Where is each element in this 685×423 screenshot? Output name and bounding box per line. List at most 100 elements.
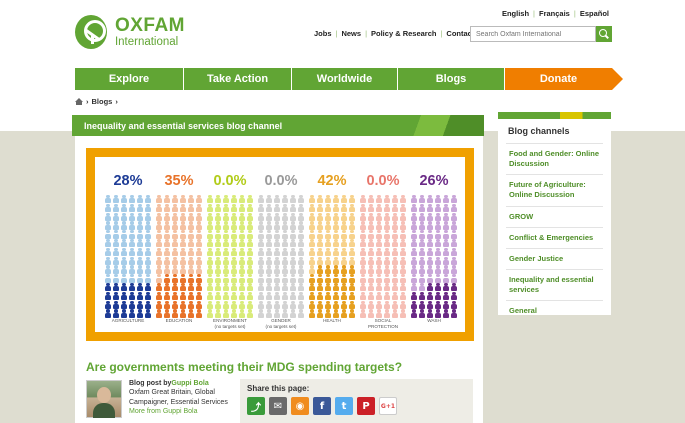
- person-icon: [324, 309, 332, 318]
- person-icon: [163, 203, 171, 213]
- person-icon: [324, 221, 332, 230]
- person-icon: [104, 291, 112, 301]
- sidebar-item[interactable]: General: [506, 300, 603, 321]
- pinterest-icon[interactable]: P: [357, 397, 375, 415]
- person-icon: [246, 291, 254, 301]
- link-news[interactable]: News: [341, 29, 362, 38]
- sidebar-item[interactable]: Inequality and essential services: [506, 268, 603, 300]
- person-icon: [179, 291, 187, 301]
- person-icon: [340, 247, 348, 257]
- person-icon: [246, 309, 254, 318]
- person-icon: [257, 230, 265, 239]
- email-icon[interactable]: ✉: [269, 397, 287, 415]
- link-contact[interactable]: Contact: [446, 29, 475, 38]
- person-icon: [375, 203, 383, 213]
- nav-worldwide[interactable]: Worldwide: [292, 68, 398, 90]
- person-icon: [104, 274, 112, 283]
- chart-column: 28% AGRICULTURE: [103, 157, 153, 332]
- lang-francais[interactable]: Français: [539, 9, 570, 18]
- person-icon: [230, 230, 238, 239]
- nav-take-action[interactable]: Take Action: [184, 68, 292, 90]
- chart-percent-label: 26%: [419, 173, 449, 189]
- person-icon: [316, 221, 324, 230]
- person-icon: [324, 203, 332, 213]
- person-icon: [375, 300, 383, 310]
- person-icon: [144, 203, 152, 213]
- person-icon: [273, 282, 281, 292]
- person-icon: [450, 300, 458, 310]
- link-jobs[interactable]: Jobs: [314, 29, 332, 38]
- person-icon: [399, 282, 407, 292]
- person-icon: [136, 274, 144, 283]
- person-icon: [265, 282, 273, 292]
- person-icon: [163, 300, 171, 310]
- facebook-icon[interactable]: f: [313, 397, 331, 415]
- person-icon: [128, 221, 136, 230]
- sidebar-item[interactable]: Conflict & Emergencies: [506, 226, 603, 248]
- oxfam-logo[interactable]: OXFAM International: [75, 11, 185, 53]
- person-icon: [281, 282, 289, 292]
- person-icon: [195, 203, 203, 213]
- person-icon: [383, 309, 391, 318]
- nav-donate[interactable]: Donate: [505, 68, 623, 90]
- sidebar-item[interactable]: GROW: [506, 205, 603, 227]
- person-icon: [297, 309, 305, 318]
- person-icon: [128, 265, 136, 274]
- person-icon: [112, 230, 120, 239]
- person-icon: [426, 230, 434, 239]
- home-icon[interactable]: [75, 98, 83, 105]
- person-icon: [450, 203, 458, 213]
- person-icon: [434, 256, 442, 266]
- chart-figures: [359, 195, 407, 319]
- sidebar-item[interactable]: Food and Gender: Online Discussion: [506, 143, 603, 174]
- person-icon: [265, 247, 273, 257]
- person-icon: [222, 221, 230, 230]
- search-button[interactable]: [596, 26, 612, 42]
- post-headline[interactable]: Are governments meeting their MDG spendi…: [86, 360, 403, 374]
- share-icon[interactable]: ⤴: [247, 397, 265, 415]
- person-icon: [410, 282, 418, 292]
- person-icon: [289, 247, 297, 257]
- person-icon: [144, 256, 152, 266]
- person-icon: [187, 221, 195, 230]
- nav-explore[interactable]: Explore: [75, 68, 184, 90]
- author-more-link[interactable]: More from Guppi Bola: [129, 408, 198, 416]
- person-icon: [297, 195, 305, 204]
- person-icon: [230, 291, 238, 301]
- rss-icon[interactable]: ◉: [291, 397, 309, 415]
- person-icon: [399, 274, 407, 283]
- breadcrumb-blogs[interactable]: Blogs: [91, 97, 113, 106]
- chart-figures: [257, 195, 305, 319]
- person-icon: [238, 203, 246, 213]
- person-icon: [340, 256, 348, 266]
- person-icon: [273, 247, 281, 257]
- person-icon: [348, 238, 356, 248]
- person-icon: [281, 291, 289, 301]
- link-policy-research[interactable]: Policy & Research: [371, 29, 437, 38]
- person-icon: [308, 238, 316, 248]
- person-icon: [246, 247, 254, 257]
- googleplus-icon[interactable]: G+1: [379, 397, 397, 415]
- twitter-icon[interactable]: t: [335, 397, 353, 415]
- person-icon: [316, 291, 324, 301]
- author-name[interactable]: Guppi Bola: [171, 380, 209, 387]
- sidebar-item[interactable]: Future of Agriculture: Online Discussion: [506, 174, 603, 205]
- person-icon: [399, 230, 407, 239]
- person-icon: [348, 212, 356, 222]
- person-icon: [450, 221, 458, 230]
- chart-category-label: GENDER (no targets set): [265, 318, 297, 329]
- person-icon: [187, 291, 195, 301]
- nav-blogs[interactable]: Blogs: [398, 68, 505, 90]
- person-icon: [230, 238, 238, 248]
- lang-espanol[interactable]: Español: [579, 9, 609, 18]
- person-icon: [128, 195, 136, 204]
- lang-english[interactable]: English: [501, 9, 530, 18]
- search-input[interactable]: [470, 26, 596, 42]
- person-icon: [383, 300, 391, 310]
- person-icon: [434, 238, 442, 248]
- person-icon: [128, 256, 136, 266]
- person-icon: [340, 230, 348, 239]
- sidebar-item[interactable]: Gender Justice: [506, 247, 603, 269]
- person-icon: [316, 274, 324, 283]
- person-icon: [265, 265, 273, 274]
